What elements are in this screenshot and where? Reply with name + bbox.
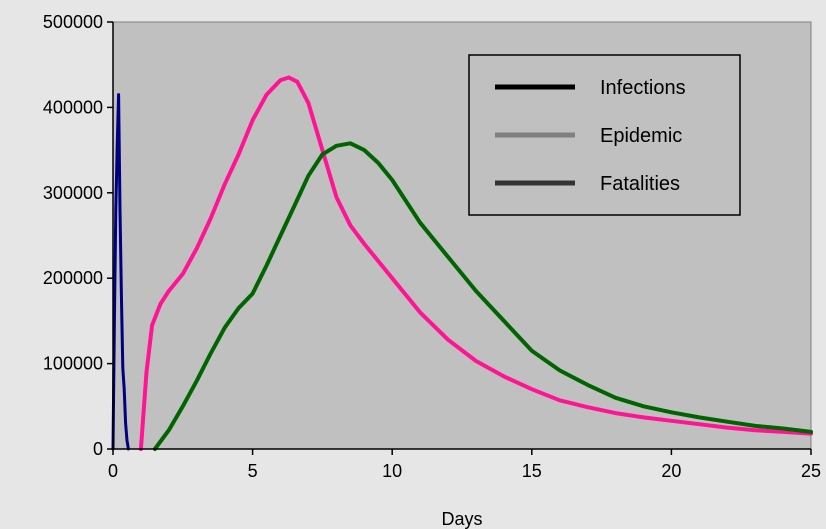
x-tick-label: 15 [522, 461, 542, 481]
y-tick-label: 100000 [43, 354, 103, 374]
x-tick-label: 10 [382, 461, 402, 481]
x-tick-label: 25 [801, 461, 821, 481]
legend-label: Epidemic [600, 125, 682, 147]
y-tick-label: 400000 [43, 97, 103, 117]
series-layer [111, 75, 813, 451]
y-tick-label: 300000 [43, 183, 103, 203]
x-tick-label: 0 [108, 461, 118, 481]
series-line-3 [152, 141, 813, 451]
y-tick-label: 500000 [43, 12, 103, 32]
y-tick-label: 200000 [43, 268, 103, 288]
series-line-2 [138, 75, 813, 451]
legend: Infections Epidemic Fatalities [468, 54, 741, 216]
legend-label: Fatalities [600, 173, 680, 195]
x-tick-label: 5 [248, 461, 258, 481]
x-axis-title: Days [441, 509, 482, 529]
x-tick-label: 20 [661, 461, 681, 481]
series-line-1 [111, 93, 130, 451]
axes-layer: 0 100000 200000 300000 400000 500000 0 5 10 15 20 2… [43, 12, 821, 481]
legend-label: Infections [600, 77, 686, 99]
y-tick-label: 0 [93, 439, 103, 459]
